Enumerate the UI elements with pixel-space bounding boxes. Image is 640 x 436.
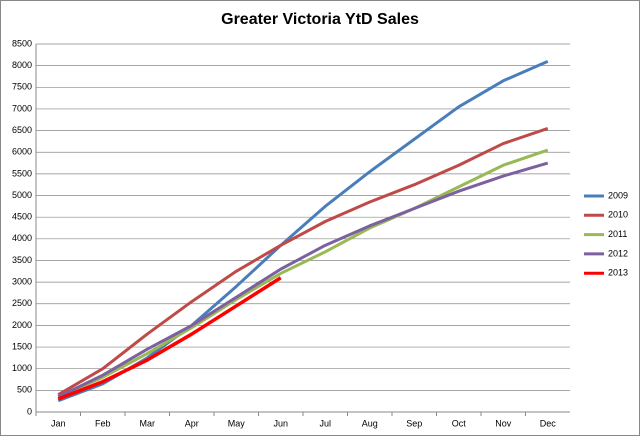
y-tick-label: 5000 — [12, 190, 32, 200]
x-tick-label: Mar — [140, 418, 156, 428]
y-tick-label: 500 — [17, 385, 32, 395]
legend-label: 2011 — [608, 229, 627, 239]
chart-title: Greater Victoria YtD Sales — [221, 11, 419, 28]
series-line — [57, 276, 282, 401]
y-tick-label: 8000 — [12, 60, 32, 70]
x-tick-label: Sep — [406, 418, 422, 428]
y-tick-label: 1000 — [12, 363, 32, 373]
y-tick-label: 6000 — [12, 147, 32, 157]
x-tick-label: Oct — [452, 418, 467, 428]
legend-label: 2009 — [608, 190, 628, 200]
series-line — [57, 127, 549, 396]
y-tick-label: 8500 — [12, 38, 32, 48]
series-line — [57, 161, 549, 399]
legend-label: 2012 — [608, 248, 628, 258]
y-tick-label: 7000 — [12, 103, 32, 113]
x-tick-label: Apr — [185, 418, 199, 428]
x-tick-label: May — [228, 418, 246, 428]
x-tick-label: Jan — [51, 418, 66, 428]
x-tick-label: Jul — [319, 418, 331, 428]
series-line — [57, 148, 549, 399]
y-tick-label: 0 — [27, 406, 32, 416]
y-tick-label: 2000 — [12, 320, 32, 330]
y-tick-label: 2500 — [12, 298, 32, 308]
x-tick-label: Nov — [495, 418, 512, 428]
y-tick-label: 6500 — [12, 125, 32, 135]
x-tick-label: Aug — [362, 418, 378, 428]
legend-label: 2010 — [608, 210, 628, 220]
x-tick-label: Feb — [95, 418, 111, 428]
x-tick-label: Dec — [540, 418, 557, 428]
y-tick-label: 3500 — [12, 255, 32, 265]
y-tick-label: 7500 — [12, 82, 32, 92]
y-tick-label: 5500 — [12, 168, 32, 178]
y-tick-label: 4000 — [12, 233, 32, 243]
y-tick-label: 1500 — [12, 341, 32, 351]
y-tick-label: 4500 — [12, 212, 32, 222]
legend-label: 2013 — [608, 268, 628, 278]
x-tick-label: Jun — [273, 418, 288, 428]
y-tick-label: 3000 — [12, 276, 32, 286]
